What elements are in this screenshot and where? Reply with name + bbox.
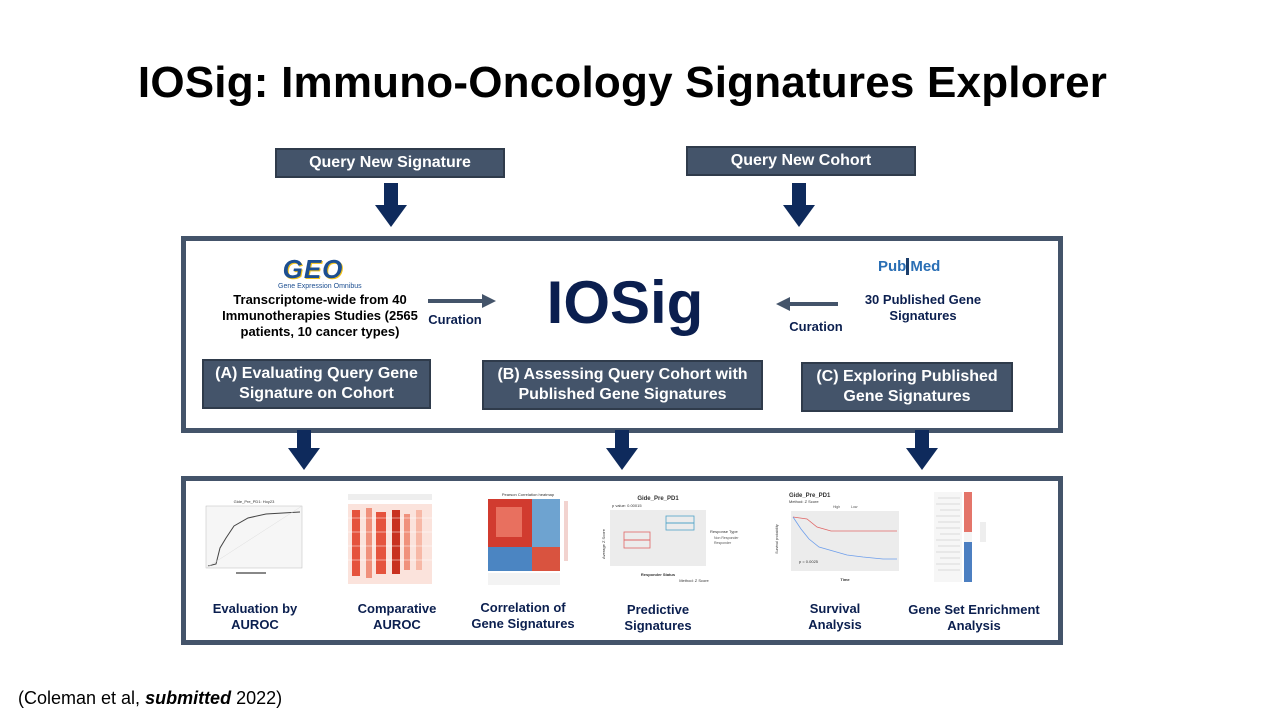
auroc-plot-title: Gide_Pre_PD1: Hoy23 bbox=[234, 499, 275, 504]
output-label-comparative-auroc: Comparative AUROC bbox=[357, 601, 437, 632]
query-new-cohort-button[interactable]: Query New Cohort bbox=[686, 146, 916, 176]
left-arrow-icon bbox=[776, 297, 838, 311]
pubmed-logo-med: Med bbox=[906, 258, 941, 275]
section-b-button[interactable]: (B) Assessing Query Cohort with Publishe… bbox=[482, 360, 763, 410]
survival-ylabel: Survival probability bbox=[775, 524, 779, 554]
section-a-button[interactable]: (A) Evaluating Query Gene Signature on C… bbox=[202, 359, 431, 409]
survival-legend-low: Low bbox=[851, 505, 858, 509]
geo-logo: GEO Gene Expression Omnibus bbox=[278, 254, 362, 290]
survival-pvalue: p = 0.0025 bbox=[799, 559, 819, 564]
survival-xlabel: Time bbox=[840, 577, 850, 582]
predictive-plot-title: Gide_Pre_PD1 bbox=[637, 496, 679, 502]
iosig-logo: IOSig bbox=[546, 269, 704, 336]
right-arrow-icon bbox=[428, 294, 496, 308]
down-arrow-icon bbox=[606, 430, 638, 470]
pubmed-logo-pub: Pub bbox=[878, 258, 907, 275]
predictive-legend-nonresponder: Non Responder bbox=[714, 536, 739, 540]
output-label-gsea: Gene Set Enrichment Analysis bbox=[908, 602, 1040, 633]
output-label-auroc: Evaluation by AUROC bbox=[212, 601, 298, 632]
predictive-boxplot-thumbnail: Gide_Pre_PD1 p value: 0.00015 Average Z … bbox=[601, 496, 739, 583]
pubmed-curation-label: Curation bbox=[789, 319, 843, 334]
auroc-plot-thumbnail: Gide_Pre_PD1: Hoy23 bbox=[205, 499, 303, 574]
citation: (Coleman et al, submitted 2022) bbox=[18, 688, 282, 709]
predictive-pvalue: p value: 0.00015 bbox=[612, 503, 642, 508]
predictive-legend-responder: Responder bbox=[714, 541, 732, 545]
survival-curve-thumbnail: Gide_Pre_PD1 Method: Z Score High Low Su… bbox=[775, 493, 899, 582]
output-label-correlation: Correlation of Gene Signatures bbox=[471, 600, 575, 631]
down-arrow-icon bbox=[288, 430, 320, 470]
query-new-signature-button[interactable]: Query New Signature bbox=[275, 148, 505, 178]
correlation-plot-title: Pearson Correlation heatmap bbox=[502, 492, 555, 497]
survival-plot-title: Gide_Pre_PD1 bbox=[789, 493, 831, 499]
predictive-ylabel: Average Z Score bbox=[601, 528, 606, 559]
survival-legend-high: High bbox=[833, 505, 840, 509]
geo-curation-label: Curation bbox=[428, 312, 482, 327]
predictive-method: Method: Z Score bbox=[679, 578, 709, 583]
citation-status: submitted bbox=[145, 688, 232, 708]
gsea-thumbnail bbox=[934, 492, 986, 582]
section-c-button[interactable]: (C) Exploring Published Gene Signatures bbox=[801, 362, 1013, 412]
comparative-auroc-heatmap bbox=[348, 494, 432, 584]
down-arrow-icon bbox=[783, 183, 815, 227]
predictive-legend-title: Response Type bbox=[710, 529, 738, 534]
pubmed-description: 30 Published Gene Signatures bbox=[864, 292, 982, 323]
citation-prefix: (Coleman et al, bbox=[18, 688, 146, 708]
pubmed-logo: Pub Med bbox=[878, 258, 958, 276]
correlation-heatmap-thumbnail: Pearson Correlation heatmap bbox=[488, 492, 568, 585]
survival-method: Method: Z Score bbox=[789, 499, 819, 504]
citation-suffix: 2022) bbox=[231, 688, 283, 708]
geo-logo-subtitle: Gene Expression Omnibus bbox=[278, 283, 362, 290]
geo-logo-text: GEO bbox=[282, 254, 344, 284]
page-title: IOSig: Immuno-Oncology Signatures Explor… bbox=[137, 58, 1108, 107]
predictive-xlabel: Responder Status bbox=[641, 572, 676, 577]
output-label-predictive: Predictive Signatures bbox=[624, 602, 692, 633]
geo-description: Transcriptome-wide from 40 Immunotherapi… bbox=[222, 292, 418, 339]
down-arrow-icon bbox=[375, 183, 407, 227]
output-label-survival: Survival Analysis bbox=[808, 601, 862, 632]
down-arrow-icon bbox=[906, 430, 938, 470]
